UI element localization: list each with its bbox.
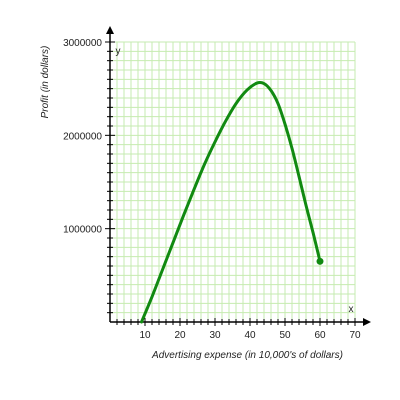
y-axis-title: Profit (in dollars)	[40, 46, 51, 119]
y-axis-letter: y	[116, 46, 121, 57]
series	[140, 80, 324, 324]
x-tick-label: 10	[139, 330, 151, 341]
grid	[110, 41, 356, 322]
x-tick-label: 20	[174, 330, 186, 341]
y-tick-label: 1000000	[63, 225, 102, 236]
labels: 10 20 30 40 50 60 70 1000000 2000000 3000000 x y Adv…	[40, 38, 361, 361]
x-tick-label: 50	[279, 330, 291, 341]
axes	[105, 26, 371, 326]
x-tick-label: 60	[314, 330, 326, 341]
x-tick-label: 30	[209, 330, 221, 341]
x-tick-label: 40	[244, 330, 256, 341]
y-tick-label: 3000000	[63, 38, 102, 49]
y-axis-arrow	[106, 26, 114, 34]
x-axis-letter: x	[349, 304, 354, 315]
y-tick-label: 2000000	[63, 131, 102, 142]
x-tick-label: 70	[349, 330, 361, 341]
curve-endpoint	[316, 257, 324, 265]
profit-curve	[140, 80, 322, 324]
x-axis-title: Advertising expense (in 10,000's of doll…	[151, 350, 343, 361]
x-axis-arrow	[363, 318, 371, 326]
